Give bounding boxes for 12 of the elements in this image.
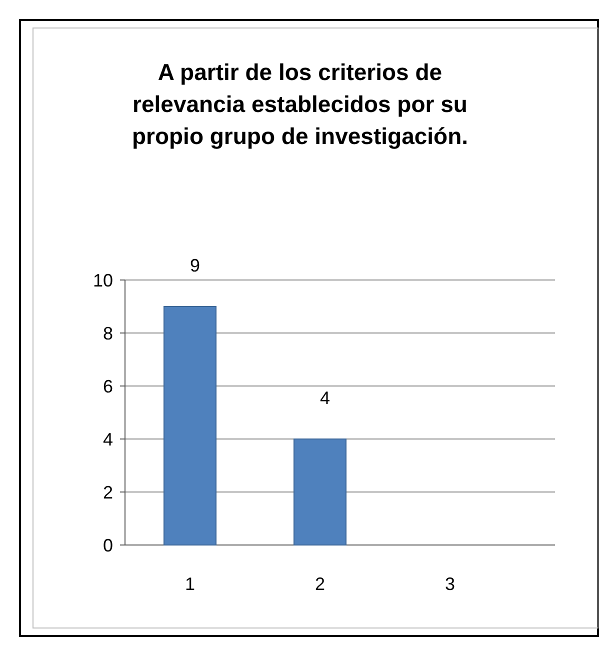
- y-tick-label: 10: [92, 270, 113, 290]
- x-tick-label: 1: [184, 574, 196, 594]
- y-tick-label: 6: [102, 376, 113, 396]
- data-label: 4: [320, 388, 330, 408]
- y-tick-label: 0: [102, 535, 113, 556]
- chart-title: A partir de los criterios de relevancia establecidos por su propio grupo de investigación.: [132, 59, 468, 149]
- x-tick-label: 2: [314, 574, 326, 594]
- y-tick-label: 4: [102, 429, 113, 450]
- data-label: 9: [190, 256, 200, 276]
- y-tick-label: 8: [102, 323, 113, 344]
- y-tick-label: 2: [102, 482, 113, 502]
- x-tick-label: 3: [444, 574, 456, 594]
